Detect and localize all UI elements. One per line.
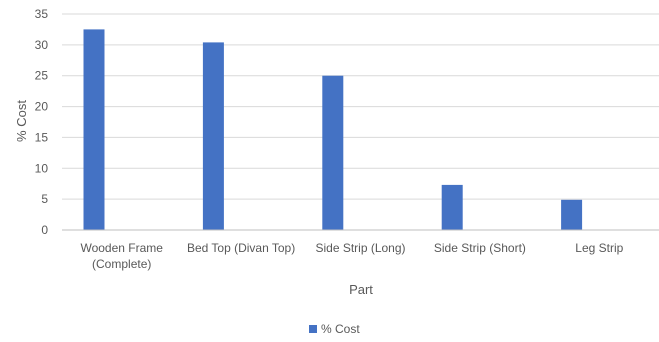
y-tick-label: 30 [35, 38, 49, 52]
bar [322, 75, 344, 230]
x-tick-label: Side Strip (Short) [434, 241, 526, 255]
bars [83, 29, 583, 231]
legend-swatch [309, 325, 317, 333]
y-tick-labels: 0 5 10 15 20 25 30 35 [35, 7, 49, 237]
x-tick-label: Leg Strip [575, 241, 623, 255]
y-tick-label: 20 [35, 100, 49, 114]
bar [441, 184, 463, 230]
x-axis-title: Part [349, 282, 373, 297]
bar [561, 199, 583, 230]
bar [83, 29, 105, 231]
x-tick-label: Bed Top (Divan Top) [187, 241, 295, 255]
y-tick-label: 5 [41, 192, 48, 206]
x-tick-label: Wooden Frame [80, 241, 163, 255]
legend: % Cost [309, 322, 360, 336]
y-tick-label: 25 [35, 69, 49, 83]
y-tick-label: 10 [35, 161, 49, 175]
y-tick-label: 35 [35, 7, 49, 21]
x-tick-label: (Complete) [92, 257, 151, 271]
gridlines [62, 13, 659, 200]
x-tick-labels: Wooden Frame (Complete) Bed Top (Divan Top… [80, 241, 623, 271]
x-tick-label: Side Strip (Long) [315, 241, 405, 255]
y-tick-label: 15 [35, 130, 49, 144]
y-axis-title: % Cost [14, 100, 29, 142]
legend-label: % Cost [321, 322, 360, 336]
bar [202, 42, 224, 231]
y-tick-label: 0 [41, 223, 48, 237]
